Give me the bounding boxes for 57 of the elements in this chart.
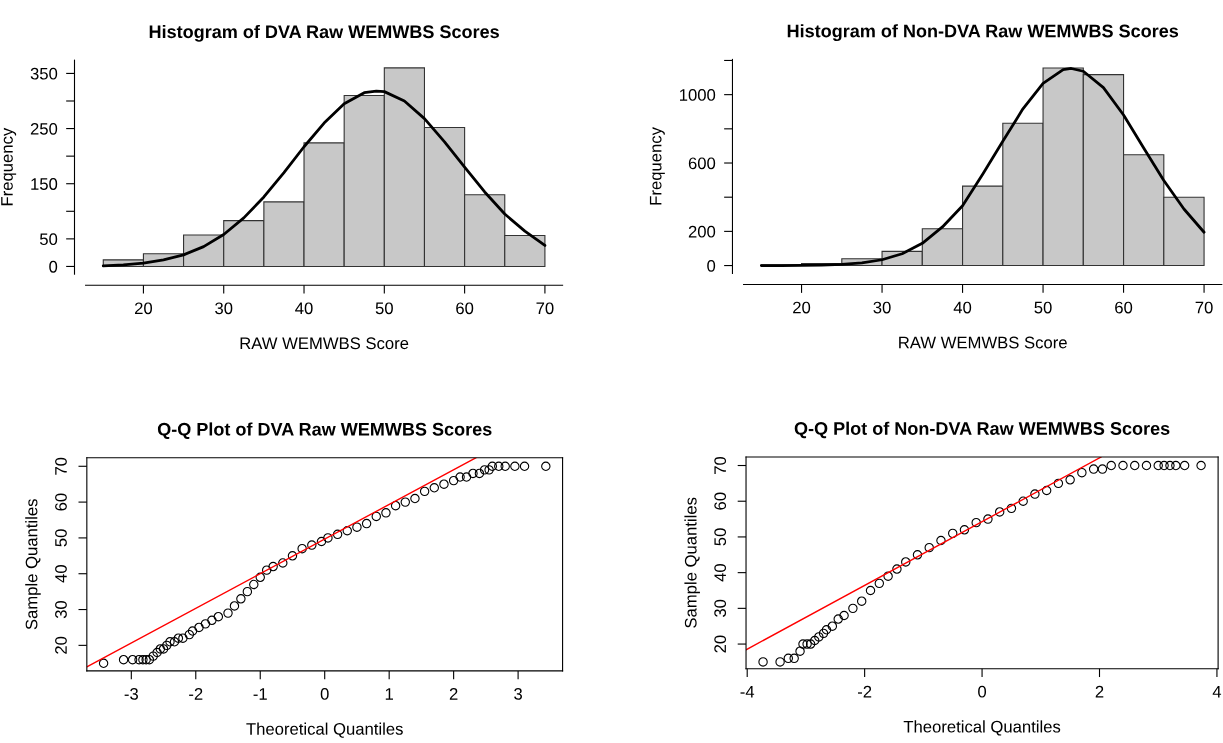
y-tick-label: 70: [55, 457, 67, 475]
x-axis-title: RAW WEMWBS Score: [899, 336, 1067, 349]
y-tick-label: 30: [55, 600, 67, 619]
y-tick-label: 200: [688, 225, 716, 238]
y-axis-title: Sample Quantiles: [684, 497, 700, 628]
x-tick-label: 20: [134, 302, 153, 315]
y-tick-label: 0: [707, 259, 716, 272]
y-tick-label: 70: [714, 456, 727, 474]
chart-title: Q-Q Plot of Non-DVA Raw WEMWBS Scores: [794, 421, 1170, 439]
x-tick-label: 0: [978, 685, 987, 698]
x-tick-label: 30: [873, 301, 891, 314]
chart-title: Histogram of Non-DVA Raw WEMWBS Scores: [787, 24, 1179, 42]
y-tick-label: 30: [714, 599, 727, 617]
x-tick-label: 0: [320, 688, 329, 700]
x-axis-title: Theoretical Quantiles: [903, 720, 1061, 736]
y-tick-label: 50: [55, 529, 67, 547]
x-tick-label: 50: [1034, 301, 1052, 314]
x-tick-label: 2: [1095, 685, 1104, 698]
y-tick-label: 60: [714, 492, 727, 510]
y-tick-label: 40: [55, 565, 67, 583]
x-tick-label: 40: [953, 301, 972, 314]
x-tick-label: 1: [385, 688, 393, 700]
y-tick-label: 250: [30, 122, 58, 135]
x-tick-label: -4: [740, 685, 755, 698]
x-tick-label: 70: [536, 302, 554, 315]
y-axis-title: Frequency: [1, 127, 17, 206]
x-tick-label: 50: [375, 302, 393, 315]
y-tick-label: 50: [714, 528, 727, 546]
y-tick-label: 50: [39, 233, 58, 246]
x-tick-label: 60: [456, 302, 474, 315]
y-tick-label: 20: [714, 635, 727, 653]
x-tick-label: 60: [1115, 301, 1133, 314]
chart-title: Histogram of DVA Raw WEMWBS Scores: [149, 24, 499, 42]
x-tick-label: -2: [857, 685, 872, 698]
y-axis-title: Sample Quantiles: [25, 499, 41, 630]
x-tick-label: 4: [1212, 685, 1222, 698]
y-tick-label: 40: [714, 564, 727, 582]
x-tick-label: 2: [449, 688, 458, 700]
x-tick-label: 20: [793, 301, 811, 314]
x-tick-label: -3: [124, 688, 138, 700]
y-tick-label: 1000: [680, 89, 716, 101]
x-tick-label: 30: [215, 302, 233, 315]
x-tick-label: 3: [514, 688, 522, 700]
y-tick-label: 350: [30, 67, 58, 80]
x-tick-label: -1: [253, 688, 267, 700]
y-tick-label: 150: [31, 178, 58, 190]
y-axis-title: Frequency: [649, 127, 665, 205]
y-tick-label: 60: [55, 493, 67, 511]
x-axis-title: Theoretical Quantiles: [246, 722, 403, 738]
x-tick-label: 40: [295, 302, 313, 315]
x-tick-label: 70: [1195, 301, 1213, 314]
y-tick-label: 20: [55, 636, 67, 654]
x-tick-label: -2: [189, 688, 203, 700]
y-tick-label: 0: [49, 260, 58, 273]
chart-title: Q-Q Plot of DVA Raw WEMWBS Scores: [157, 422, 492, 440]
x-axis-title: RAW WEMWBS Score: [240, 337, 409, 350]
y-tick-label: 600: [688, 157, 716, 170]
